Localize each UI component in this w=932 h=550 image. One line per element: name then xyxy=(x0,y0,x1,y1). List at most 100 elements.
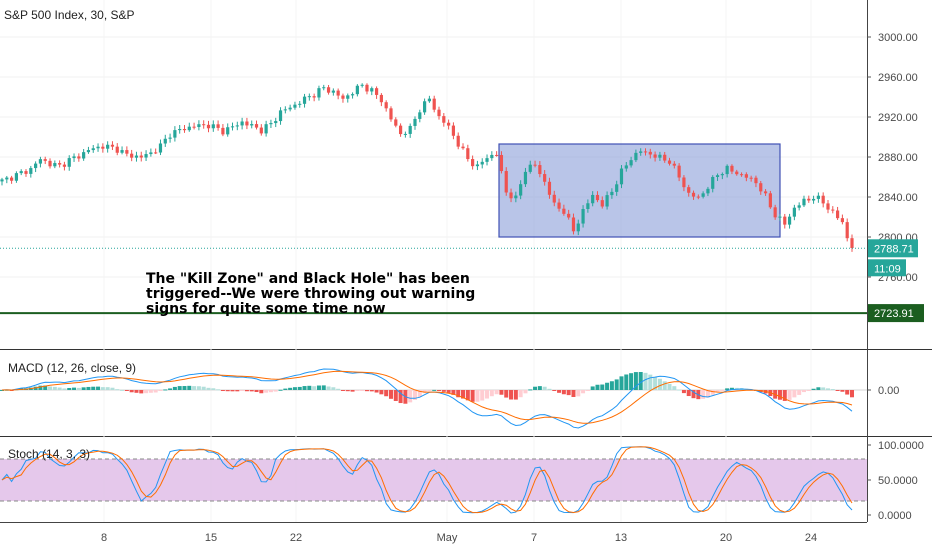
macd-hist-bar xyxy=(552,390,557,391)
macd-hist-bar xyxy=(192,386,197,390)
candle-body xyxy=(250,124,254,126)
y-tick-label: 2960.00 xyxy=(878,72,918,84)
macd-hist-bar xyxy=(201,386,206,390)
macd-hist-bar xyxy=(0,390,4,391)
macd-hist-bar xyxy=(336,388,341,390)
candle-body xyxy=(730,165,734,172)
candle-body xyxy=(130,153,134,158)
macd-hist-bar xyxy=(811,388,816,390)
candle-body xyxy=(0,179,4,182)
x-tick-label: 15 xyxy=(205,532,217,544)
last-price-badge xyxy=(868,239,918,258)
candle-body xyxy=(696,196,700,198)
candle-body xyxy=(533,164,537,166)
macd-hist-bar xyxy=(81,387,86,390)
candle-body xyxy=(350,94,355,96)
macd-hist-bar xyxy=(662,381,667,390)
macd-hist-bar xyxy=(235,390,240,392)
candle-body xyxy=(840,218,844,223)
macd-hist-bar xyxy=(388,390,393,399)
x-tick-label: 22 xyxy=(290,532,302,544)
macd-hist-bar xyxy=(797,390,802,395)
candle-body xyxy=(38,159,43,164)
candle-body xyxy=(850,238,854,248)
candle-body xyxy=(749,177,753,179)
macd-hist-bar xyxy=(489,390,494,397)
macd-hist-bar xyxy=(667,383,672,390)
candle-body xyxy=(360,84,364,86)
macd-hist-bar xyxy=(653,376,658,390)
candle-body xyxy=(495,154,499,156)
macd-hist-bar xyxy=(62,388,67,390)
candle-body xyxy=(648,151,652,155)
macd-hist-bar xyxy=(499,390,504,395)
countdown-badge xyxy=(868,259,906,277)
macd-hist-bar xyxy=(264,390,269,393)
candle-body xyxy=(24,171,28,174)
macd-hist-bar xyxy=(729,387,734,390)
candle-body xyxy=(283,109,287,111)
candle-body xyxy=(82,152,86,159)
candle-body xyxy=(43,159,47,161)
candle-body xyxy=(658,154,662,158)
macd-hist-bar xyxy=(379,390,384,395)
candle-body xyxy=(591,194,595,204)
y-tick-label: 2880.00 xyxy=(878,152,918,164)
candle-body xyxy=(226,127,230,135)
macd-hist-bar xyxy=(268,390,273,393)
candle-body xyxy=(715,175,720,177)
candle-body xyxy=(264,124,268,134)
candle-body xyxy=(374,88,379,95)
candle-body xyxy=(475,164,480,167)
candle-body xyxy=(802,198,806,206)
y-tick-label: 3000.00 xyxy=(878,32,918,44)
candle-body xyxy=(619,168,624,185)
candle-body xyxy=(403,133,407,135)
macd-hist-bar xyxy=(148,390,153,393)
macd-hist-bar xyxy=(619,376,624,390)
candle-body xyxy=(456,135,460,147)
macd-hist-bar xyxy=(240,390,245,391)
macd-hist-bar xyxy=(845,390,850,395)
macd-hist-bar xyxy=(725,388,730,390)
candle-body xyxy=(101,146,105,149)
candle-body xyxy=(831,209,835,211)
macd-hist-bar xyxy=(211,388,216,390)
macd-hist-bar xyxy=(408,390,413,403)
candle-body xyxy=(571,217,576,232)
macd-hist-bar xyxy=(96,386,101,390)
macd-hist-bar xyxy=(633,372,638,390)
macd-hist-bar xyxy=(417,390,422,397)
macd-hist-bar xyxy=(120,389,125,391)
candle-body xyxy=(206,124,211,129)
candle-body xyxy=(682,177,686,188)
candle-body xyxy=(643,151,648,153)
macd-hist-bar xyxy=(566,390,571,396)
candle-body xyxy=(701,193,705,197)
candle-body xyxy=(115,146,119,153)
candle-body xyxy=(19,171,23,174)
macd-hist-bar xyxy=(557,390,562,393)
macd-hist-bar xyxy=(643,372,648,390)
candle-body xyxy=(269,123,273,125)
candle-body xyxy=(552,194,556,203)
macd-hist-bar xyxy=(825,388,830,390)
candle-body xyxy=(672,163,676,166)
macd-hist-bar xyxy=(100,387,105,390)
candle-body xyxy=(211,124,215,129)
macd-hist-bar xyxy=(547,388,552,390)
candle-body xyxy=(763,191,768,194)
candle-body xyxy=(735,171,739,175)
macd-hist-bar xyxy=(629,373,634,390)
candle-body xyxy=(91,148,95,151)
candle-body xyxy=(615,184,619,192)
macd-hist-bar xyxy=(528,389,533,391)
macd-hist-bar xyxy=(350,390,355,392)
macd-hist-bar xyxy=(792,390,797,398)
candle-body xyxy=(163,138,167,144)
macd-hist-bar xyxy=(187,385,192,390)
macd-hist-bar xyxy=(475,390,480,402)
macd-hist-bar xyxy=(609,381,614,390)
macd-hist-bar xyxy=(67,387,72,390)
